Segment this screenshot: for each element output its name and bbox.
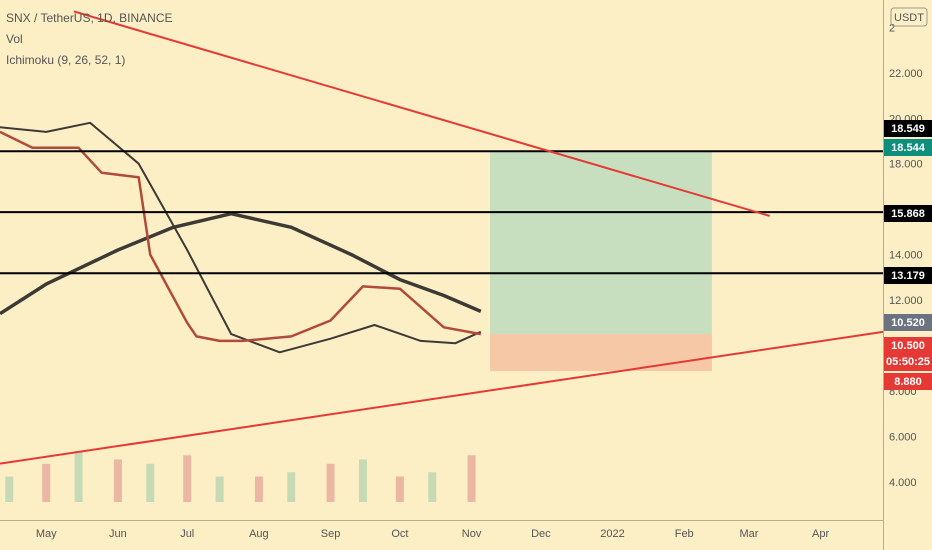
volume-bar (395, 476, 404, 502)
price-tag-bg (884, 267, 932, 284)
price-tag-bg (884, 314, 932, 331)
currency-text: USDT (894, 12, 924, 24)
volume-bar (428, 472, 437, 502)
volume-bar (358, 459, 367, 502)
volume-bar (146, 463, 155, 502)
price-tag: 13.179 (884, 267, 932, 284)
volume-bar (74, 451, 83, 502)
volume-indicator-label[interactable]: Vol (6, 32, 23, 46)
time-tick-label: May (36, 528, 57, 540)
volume-bar (42, 463, 51, 502)
price-tick-label: 4.000 (889, 477, 917, 489)
time-tick-label: Jun (109, 528, 127, 540)
ichimoku-indicator-label[interactable]: Ichimoku (9, 26, 52, 1) (6, 53, 126, 67)
price-tick-label: 22.000 (889, 68, 923, 80)
price-tag: 15.868 (884, 205, 932, 222)
volume-bar (113, 459, 122, 502)
time-tick-label: Oct (391, 528, 408, 540)
trendline (73, 10, 771, 217)
time-tick-label: Mar (739, 528, 758, 540)
moving-average-long-line (0, 211, 482, 316)
price-tag-bg (884, 205, 932, 222)
price-tag: 18.544 (884, 139, 932, 156)
price-tag-label: 18.544 (891, 142, 926, 154)
price-tag-bg (884, 373, 932, 390)
price-tag-label: 15.868 (891, 208, 925, 220)
volume-bar (467, 455, 476, 502)
price-tag-label: 13.179 (891, 270, 925, 282)
time-tick-label: Dec (531, 528, 551, 540)
volume-bar (5, 476, 14, 502)
volume-bar (326, 463, 335, 502)
price-tag: 18.549 (884, 120, 932, 137)
chart-legend: SNX / TetherUS, 1D, BINANCE Vol Ichimoku… (6, 8, 173, 71)
time-tick-label: 2022 (600, 528, 624, 540)
price-tag-label: 18.549 (891, 123, 925, 135)
time-tick-label: Sep (321, 528, 341, 540)
price-tick-label: 2 (889, 22, 895, 34)
price-tick-label: 18.000 (889, 159, 923, 171)
volume-bar (287, 472, 296, 502)
price-tag-label: 10.500 (891, 340, 925, 352)
moving-average-mid-line (0, 121, 482, 354)
kijun-line (0, 130, 482, 343)
countdown-label: 05:50:25 (886, 356, 930, 368)
price-tag-bg (884, 120, 932, 137)
price-tag-label: 10.520 (891, 317, 925, 329)
time-tick-label: Jul (180, 528, 194, 540)
price-tick-label: 12.000 (889, 295, 923, 307)
price-tag: 10.520 (884, 314, 932, 331)
currency-box (890, 7, 928, 27)
volume-bar (183, 455, 192, 502)
profit-zone (490, 151, 712, 335)
volume-bar (215, 476, 224, 502)
time-tick-label: Feb (675, 528, 694, 540)
time-tick-label: Aug (249, 528, 269, 540)
time-tick-label: Apr (812, 528, 829, 540)
price-tag-bg (884, 139, 932, 156)
currency-label: USDT (890, 7, 928, 27)
symbol-title[interactable]: SNX / TetherUS, 1D, BINANCE (6, 11, 173, 25)
price-tick-label: 14.000 (889, 250, 923, 262)
price-tag-bg (884, 337, 932, 371)
price-tick-label: 6.000 (889, 431, 917, 443)
time-tick-label: Nov (462, 528, 482, 540)
price-tag: 8.880 (884, 373, 932, 390)
price-tag: 10.500 05:50:25 (884, 337, 932, 371)
price-tag-label: 8.880 (894, 376, 922, 388)
trendline (0, 330, 884, 465)
loss-zone (490, 334, 712, 371)
volume-bar (254, 476, 263, 502)
